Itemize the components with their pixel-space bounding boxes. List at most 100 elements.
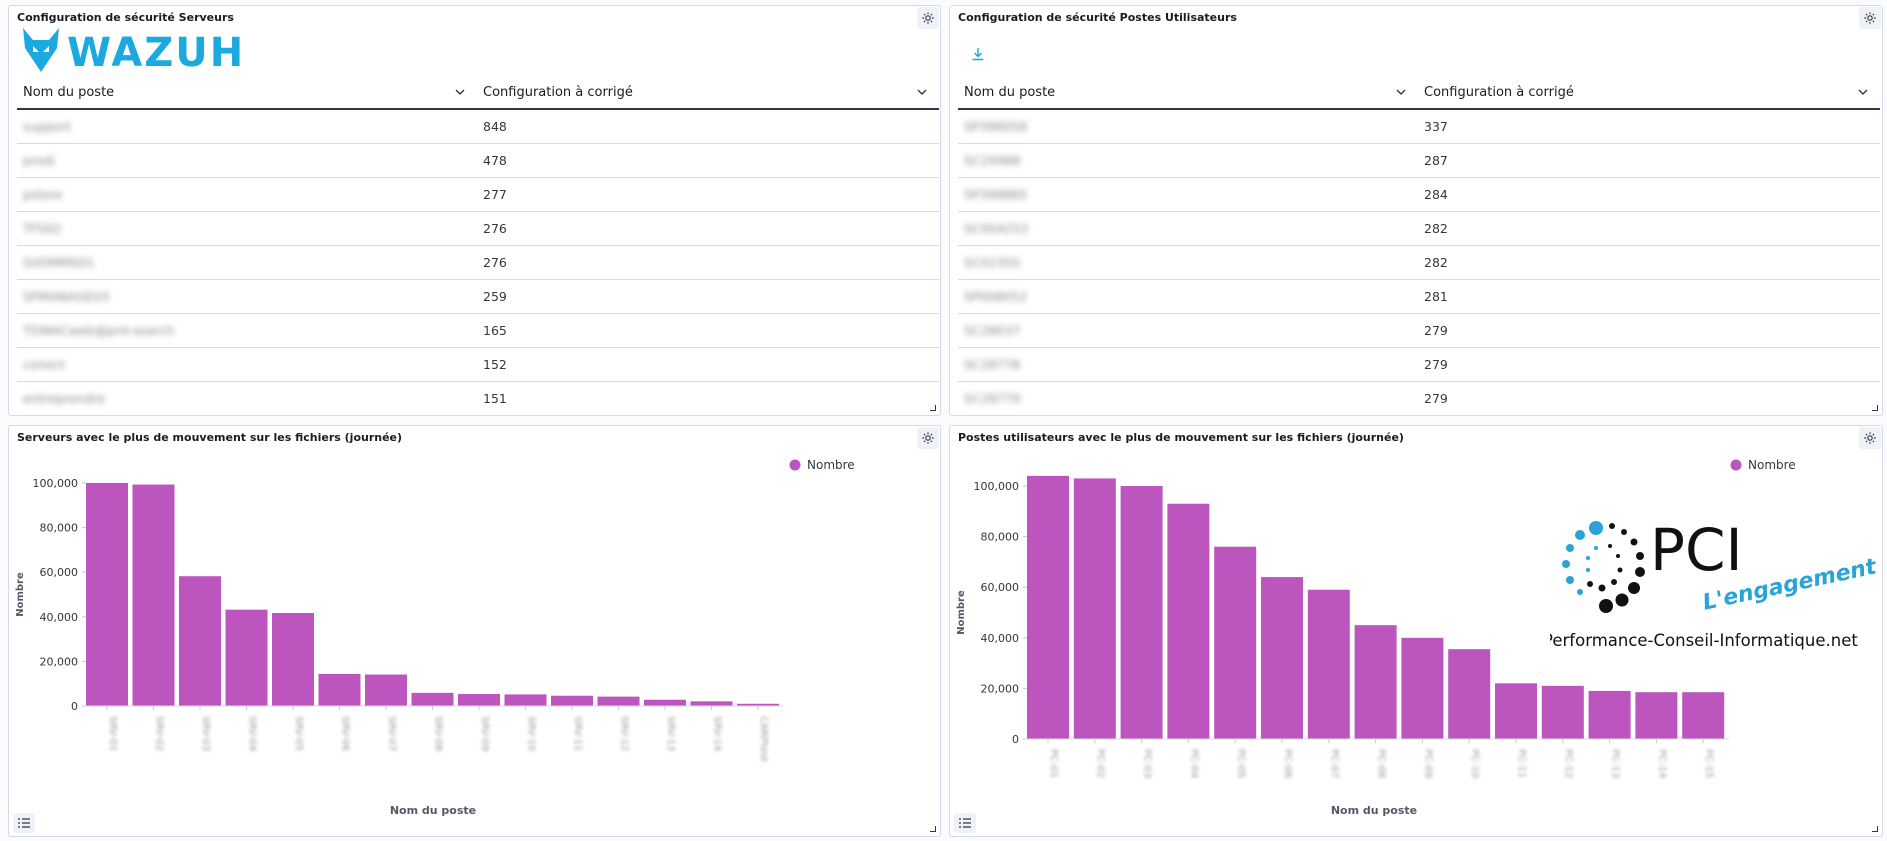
bar[interactable] <box>737 703 779 706</box>
y-tick-label: 60,000 <box>40 566 79 579</box>
x-tick-label: PC-10 <box>1469 749 1480 778</box>
bar[interactable] <box>411 692 454 706</box>
config-count-cell: 276 <box>477 245 939 280</box>
y-tick-label: 60,000 <box>981 581 1020 594</box>
bar[interactable] <box>1682 692 1725 739</box>
config-count-cell: 281 <box>1418 279 1880 314</box>
x-tick-label: SRV-05 <box>293 716 304 751</box>
config-count-cell: 279 <box>1418 381 1880 415</box>
host-name-cell: support <box>17 109 477 144</box>
resize-handle[interactable] <box>1872 826 1878 832</box>
bar[interactable] <box>644 699 686 706</box>
gear-icon[interactable] <box>1859 7 1881 29</box>
legend-swatch <box>789 459 801 471</box>
bar[interactable] <box>225 609 268 706</box>
bar[interactable] <box>1635 692 1678 739</box>
table-row: prodi 478 <box>17 143 939 178</box>
column-header-config[interactable]: Configuration à corrigé <box>1418 76 1880 110</box>
download-icon[interactable] <box>971 47 985 61</box>
x-tick-label: SRV-09 <box>479 716 490 751</box>
table-row: SC28037 279 <box>958 313 1880 348</box>
table-row: SP398885 284 <box>958 177 1880 212</box>
gear-icon[interactable] <box>917 7 939 29</box>
bar[interactable] <box>1307 589 1350 739</box>
x-tick-label: SRV-04 <box>247 716 258 751</box>
config-count-cell: 848 <box>477 109 939 144</box>
host-name-cell: TDWACweb@prd-search <box>17 313 477 348</box>
config-count-cell: 337 <box>1418 109 1880 144</box>
bar[interactable] <box>1541 685 1584 739</box>
host-name-cell: SC28779 <box>958 381 1418 415</box>
svg-text:PCI: PCI <box>1650 516 1743 584</box>
x-tick-label: SRV-12 <box>619 716 630 751</box>
bar[interactable] <box>597 696 640 706</box>
legend-toggle-icon[interactable] <box>954 813 976 833</box>
users-config-table: Nom du poste Configuration à corrigé SP3… <box>958 76 1880 415</box>
bar[interactable] <box>1261 577 1303 739</box>
table-row: SP008052 281 <box>958 279 1880 314</box>
bar[interactable] <box>179 576 221 706</box>
bar[interactable] <box>1401 637 1444 739</box>
x-tick-label: SRV-08 <box>433 716 444 751</box>
bar[interactable] <box>1495 683 1537 739</box>
bar[interactable] <box>318 673 361 706</box>
y-axis-label: Nombre <box>15 572 26 617</box>
bar[interactable] <box>1588 690 1631 739</box>
legend-toggle-icon[interactable] <box>13 813 35 833</box>
bar[interactable] <box>1073 478 1116 739</box>
bar[interactable] <box>1120 486 1163 739</box>
bar[interactable] <box>504 694 547 706</box>
chevron-down-icon <box>917 89 927 95</box>
table-row: pstore 277 <box>17 177 939 212</box>
servers-chart-panel: Serveurs avec le plus de mouvement sur l… <box>8 425 941 837</box>
x-tick-label: CARPtest <box>758 716 769 762</box>
bar[interactable] <box>365 674 407 706</box>
table-row: SC02355 282 <box>958 245 1880 280</box>
x-tick-label: SRV-02 <box>154 716 165 751</box>
column-header-nom[interactable]: Nom du poste <box>958 76 1418 110</box>
config-count-cell: 282 <box>1418 245 1880 280</box>
bar[interactable] <box>86 483 128 706</box>
x-tick-label: PC-06 <box>1282 749 1293 778</box>
x-tick-label: PC-07 <box>1329 749 1340 778</box>
x-axis-label: Nom du poste <box>390 804 476 817</box>
y-tick-label: 20,000 <box>40 655 79 668</box>
legend-label[interactable]: Nombre <box>807 458 855 472</box>
bar[interactable] <box>1214 546 1257 739</box>
bar[interactable] <box>690 701 733 706</box>
resize-handle[interactable] <box>930 826 936 832</box>
x-tick-label: SRV-11 <box>572 716 583 751</box>
bar[interactable] <box>272 613 314 706</box>
host-name-cell: SC004253 <box>958 211 1418 246</box>
column-header-config[interactable]: Configuration à corrigé <box>477 76 939 110</box>
table-row: support 848 <box>17 109 939 144</box>
gear-icon[interactable] <box>917 427 939 449</box>
x-tick-label: PC-04 <box>1188 749 1199 778</box>
bar[interactable] <box>1167 503 1210 739</box>
x-tick-label: SRV-10 <box>526 716 537 751</box>
bar[interactable] <box>458 693 500 706</box>
y-tick-label: 20,000 <box>981 682 1020 695</box>
table-row: TDWACweb@prd-search 165 <box>17 313 939 348</box>
bar[interactable] <box>132 484 175 706</box>
resize-handle[interactable] <box>1872 405 1878 411</box>
host-name-cell: entreprendre <box>17 381 477 415</box>
host-name-cell: TFS02 <box>17 211 477 246</box>
users-bar-chart: 0 20,000 40,000 60,000 80,000 100,000 Nombre PC… <box>956 458 1796 817</box>
x-tick-label: SRV-13 <box>665 716 676 751</box>
x-tick-label: SRV-03 <box>200 716 211 751</box>
x-tick-label: PC-12 <box>1563 749 1574 778</box>
legend-label[interactable]: Nombre <box>1748 458 1796 472</box>
bar[interactable] <box>551 695 593 706</box>
bar[interactable] <box>1354 625 1397 739</box>
y-tick-label: 40,000 <box>40 611 79 624</box>
bar[interactable] <box>1448 649 1491 739</box>
x-tick-label: PC-15 <box>1703 749 1714 778</box>
gear-icon[interactable] <box>1859 427 1881 449</box>
bar[interactable] <box>1027 475 1069 739</box>
column-header-nom[interactable]: Nom du poste <box>17 76 477 110</box>
servers-bar-chart: 0 20,000 40,000 60,000 80,000 100,000 Nombre SR… <box>15 458 855 817</box>
panel-title: Configuration de sécurité Serveurs <box>17 11 234 24</box>
host-name-cell: SP008052 <box>958 279 1418 314</box>
resize-handle[interactable] <box>930 405 936 411</box>
